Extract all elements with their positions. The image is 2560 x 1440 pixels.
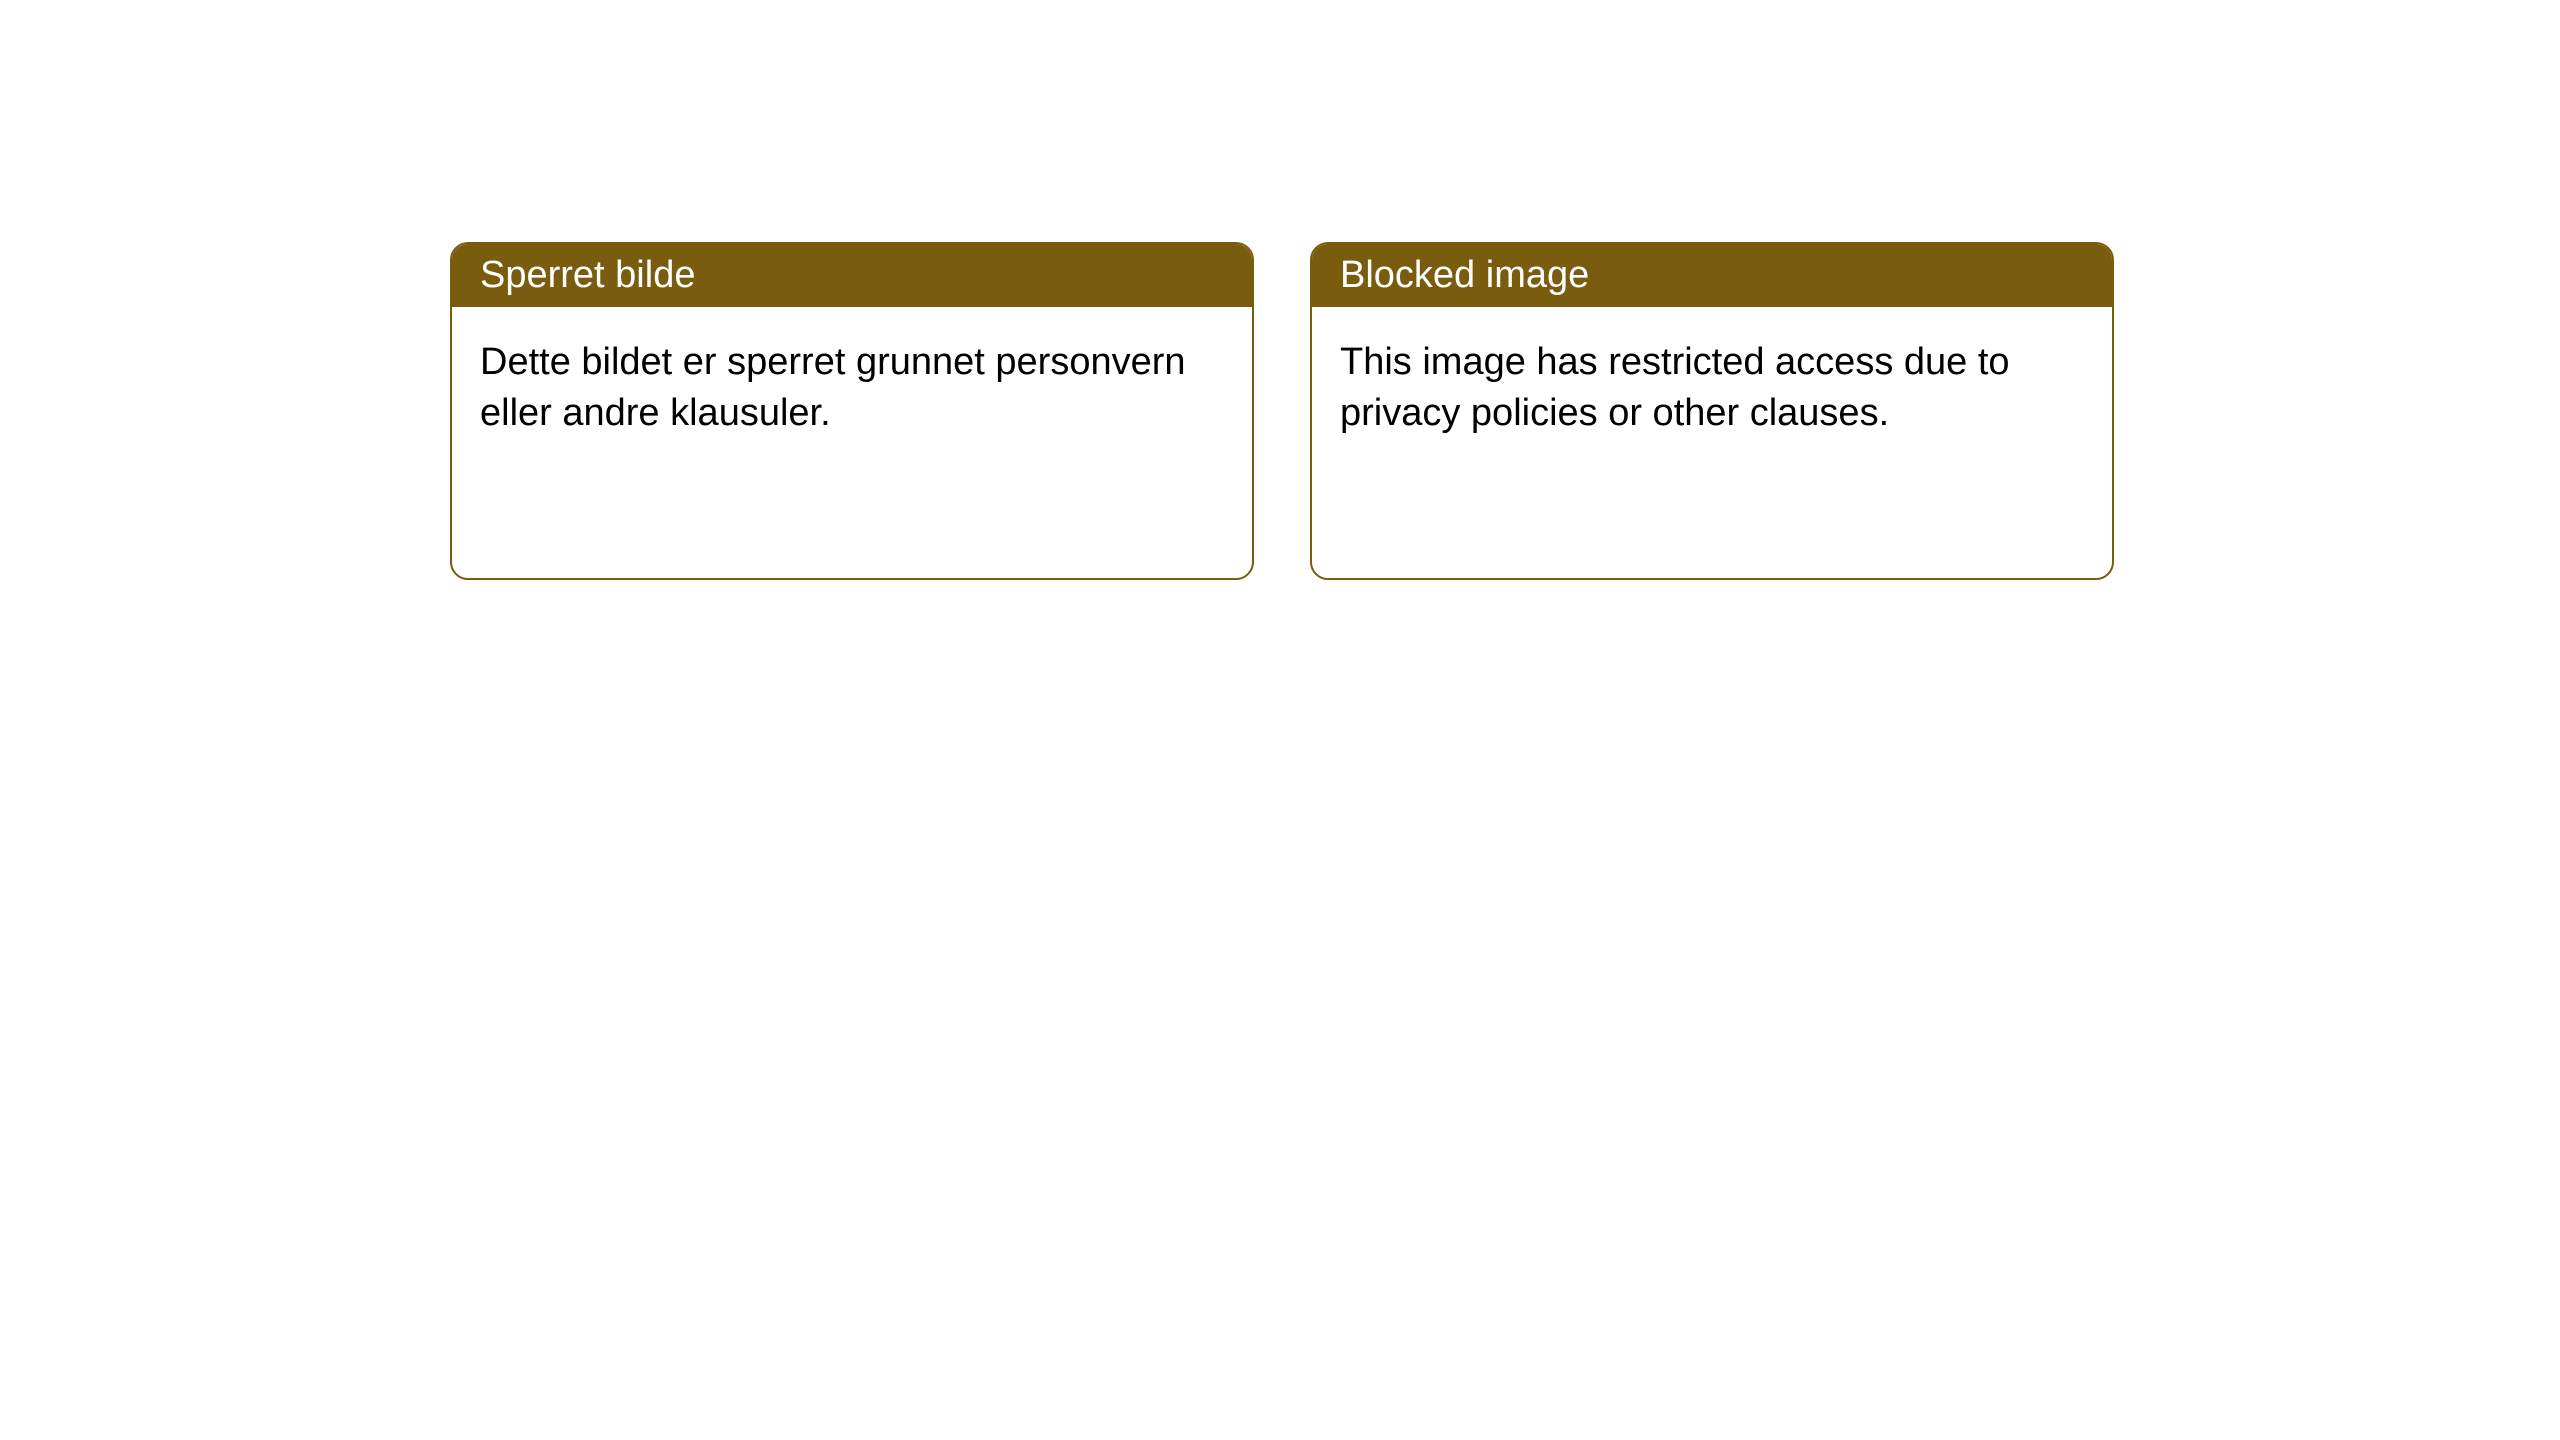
notice-body: Dette bildet er sperret grunnet personve… — [452, 307, 1252, 470]
notice-card-english: Blocked image This image has restricted … — [1310, 242, 2114, 580]
notice-header: Sperret bilde — [452, 244, 1252, 307]
notice-container: Sperret bilde Dette bildet er sperret gr… — [0, 0, 2560, 580]
notice-card-norwegian: Sperret bilde Dette bildet er sperret gr… — [450, 242, 1254, 580]
notice-body: This image has restricted access due to … — [1312, 307, 2112, 470]
notice-header: Blocked image — [1312, 244, 2112, 307]
